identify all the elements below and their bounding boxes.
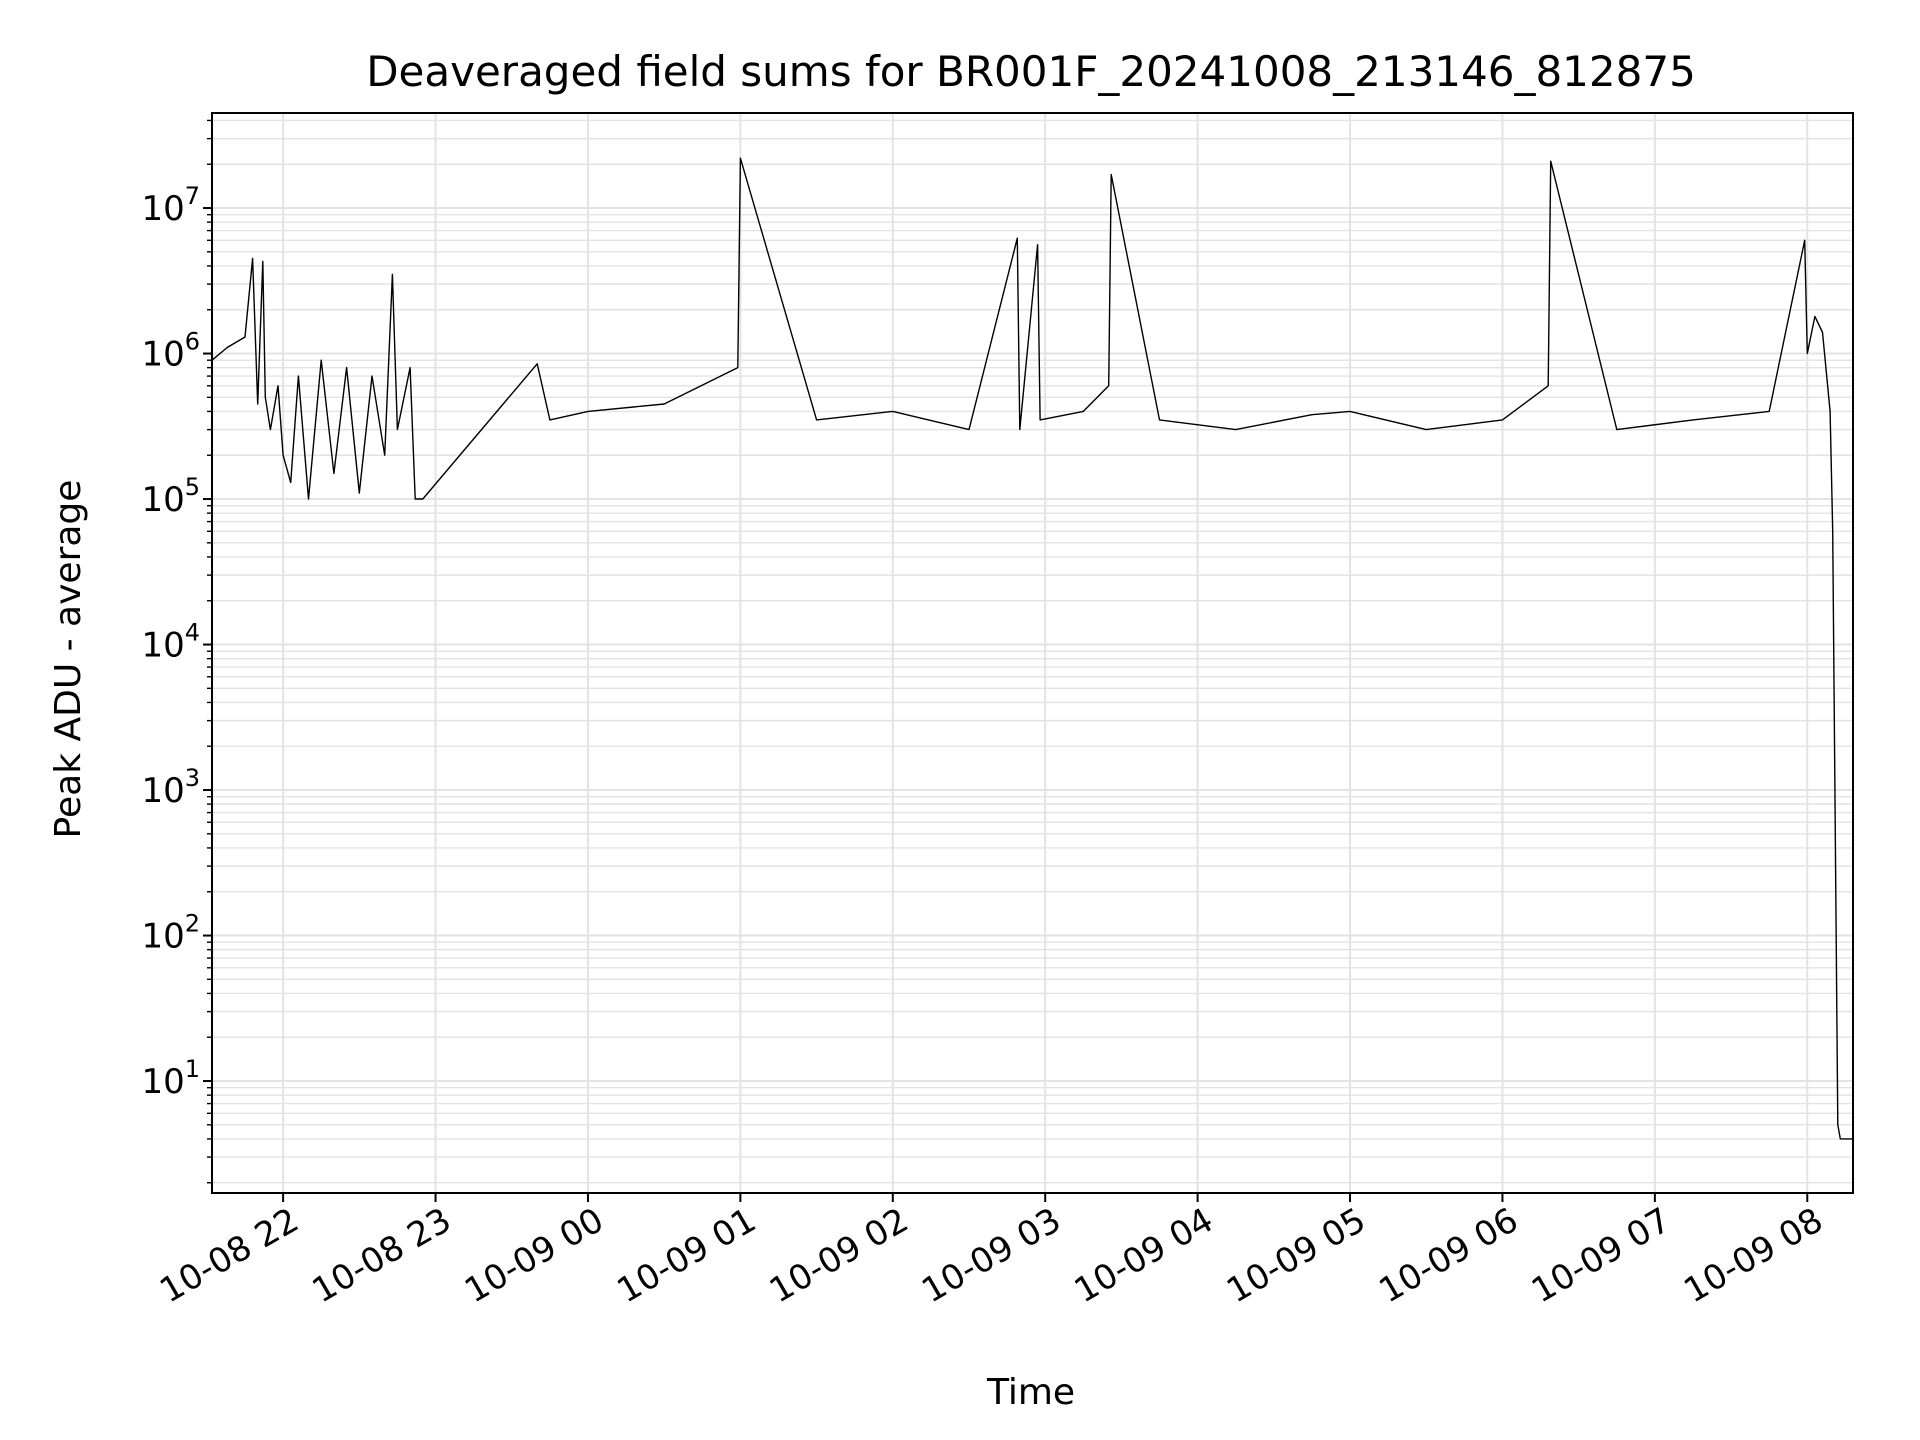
y-tick-exponent: 4 xyxy=(185,619,200,647)
x-axis-label: Time xyxy=(986,1372,1075,1413)
chart-title: Deaveraged field sums for BR001F_2024100… xyxy=(366,47,1696,96)
y-tick-base: 10 xyxy=(141,771,184,811)
x-axis: 10-08 22 10-08 23 10-09 00 10-09 01 10-09 02… xyxy=(153,1193,1830,1311)
y-tick-label: 103 xyxy=(141,764,200,811)
y-tick-base: 10 xyxy=(141,189,184,229)
x-tick-label: 10-09 00 xyxy=(458,1200,610,1311)
y-tick-label: 107 xyxy=(141,182,200,229)
y-tick-base: 10 xyxy=(141,335,184,375)
x-tick-label: 10-09 07 xyxy=(1525,1200,1677,1311)
y-tick-label: 104 xyxy=(141,619,200,666)
y-axis-label: Peak ADU - average xyxy=(48,480,89,839)
y-tick-base: 10 xyxy=(141,626,184,666)
x-tick-label: 10-09 06 xyxy=(1373,1200,1525,1311)
minor-gridlines xyxy=(212,119,1853,1184)
y-tick-base: 10 xyxy=(141,480,184,520)
x-tick-label: 10-09 04 xyxy=(1068,1200,1220,1311)
y-tick-exponent: 2 xyxy=(185,910,200,938)
x-tick-label: 10-09 02 xyxy=(763,1200,915,1311)
y-tick-exponent: 3 xyxy=(185,764,200,792)
plot-frame xyxy=(211,112,1854,1194)
x-tick-label: 10-09 05 xyxy=(1220,1200,1372,1311)
y-tick-label: 106 xyxy=(141,328,200,375)
y-tick-base: 10 xyxy=(141,1062,184,1102)
y-tick-label: 105 xyxy=(141,473,200,520)
y-tick-exponent: 5 xyxy=(185,473,200,501)
y-tick-exponent: 1 xyxy=(185,1055,200,1083)
y-tick-exponent: 7 xyxy=(185,182,200,210)
x-tick-label: 10-09 08 xyxy=(1677,1200,1829,1311)
major-gridlines xyxy=(212,113,1853,1193)
y-tick-exponent: 6 xyxy=(185,328,200,356)
x-tick-label: 10-08 22 xyxy=(153,1200,305,1311)
x-tick-label: 10-09 03 xyxy=(915,1200,1067,1311)
y-tick-label: 102 xyxy=(141,910,200,957)
y-tick-label: 101 xyxy=(141,1055,200,1102)
y-tick-base: 10 xyxy=(141,917,184,957)
x-tick-label: 10-08 23 xyxy=(306,1200,458,1311)
x-tick-label: 10-09 01 xyxy=(610,1200,762,1311)
series-line xyxy=(211,157,1853,1140)
